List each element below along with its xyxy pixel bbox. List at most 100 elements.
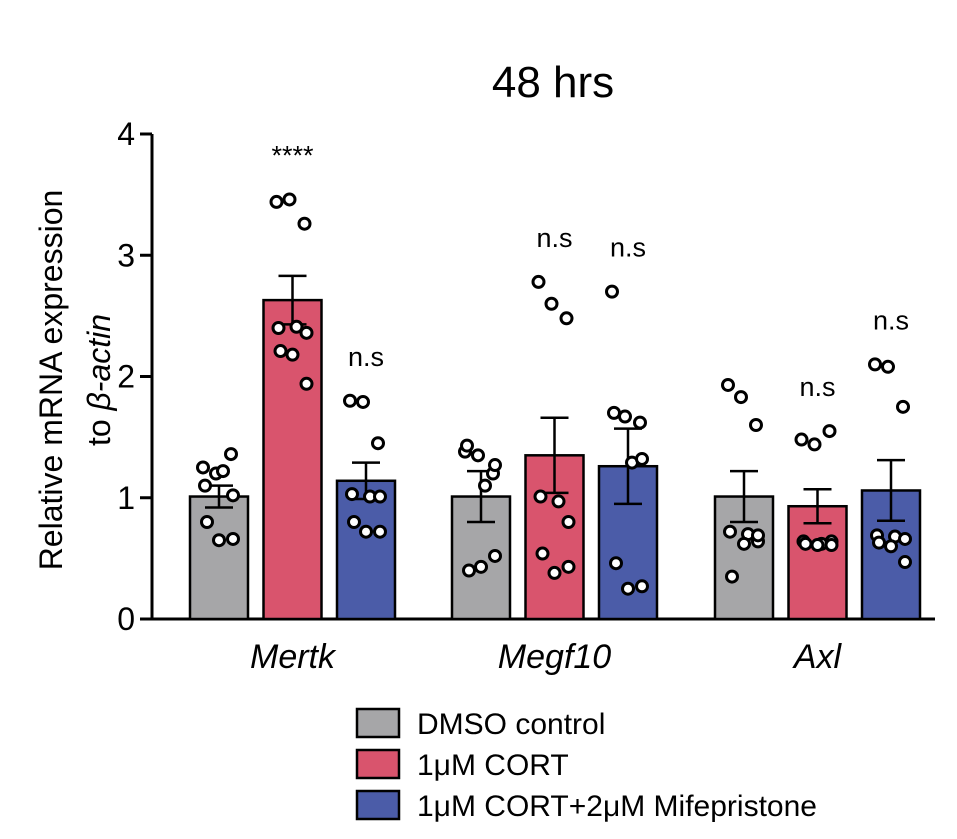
error-bar — [803, 488, 832, 525]
data-point — [371, 436, 385, 451]
data-point — [224, 447, 238, 462]
data-point — [226, 531, 240, 546]
data-point — [488, 458, 502, 473]
data-point — [896, 399, 910, 414]
data-point — [751, 528, 765, 543]
data-point — [226, 488, 240, 503]
data-point — [824, 538, 839, 553]
data-point — [544, 296, 559, 311]
data-points — [196, 192, 912, 596]
data-point — [271, 321, 286, 335]
bar — [188, 495, 250, 621]
data-point — [343, 393, 357, 408]
legend-swatch — [355, 707, 401, 739]
significance-label: n.s — [536, 223, 572, 253]
bar — [787, 504, 848, 621]
data-point — [725, 569, 739, 584]
data-point — [533, 489, 548, 504]
data-point — [561, 559, 576, 574]
data-point — [618, 409, 632, 424]
data-point — [868, 357, 882, 372]
data-point — [898, 531, 912, 546]
significance-label: n.s — [610, 233, 646, 263]
category-label: Mertk — [250, 638, 337, 676]
data-point — [721, 377, 735, 392]
category-labels: Mertk Megf10 Axl — [250, 638, 843, 676]
bar — [335, 479, 397, 621]
data-point — [810, 538, 825, 553]
significance-label: n.s — [799, 372, 835, 402]
data-point — [561, 515, 576, 529]
data-point — [535, 546, 550, 561]
category-label: Megf10 — [498, 638, 611, 676]
chart-title: 48 hrs — [492, 58, 614, 107]
data-point — [881, 359, 895, 374]
data-point — [282, 192, 297, 207]
significance-labels: **** n.s n.s n.s n.s n.s — [271, 140, 909, 402]
y-tick-label: 3 — [117, 237, 135, 273]
data-point — [621, 581, 635, 596]
data-point — [196, 460, 210, 475]
data-point — [359, 524, 373, 539]
category-label: Axl — [792, 638, 843, 676]
data-point — [273, 344, 288, 359]
legend-label: DMSO control — [417, 708, 605, 741]
data-point — [269, 194, 284, 209]
data-point — [822, 424, 837, 439]
data-point — [216, 464, 230, 479]
data-point — [478, 478, 492, 493]
data-point — [212, 533, 226, 548]
data-point — [798, 536, 813, 551]
legend: DMSO control 1μM CORT 1μM CORT+2μM Mifepri… — [355, 707, 817, 823]
y-tick-label: 4 — [117, 116, 135, 152]
y-axis-label-gene: β-actin — [81, 314, 117, 412]
data-point — [807, 437, 822, 452]
data-point — [531, 274, 546, 289]
error-bar — [730, 469, 758, 524]
data-point — [474, 559, 488, 574]
legend-swatch — [355, 789, 401, 821]
data-point — [547, 565, 562, 580]
data-point — [559, 311, 574, 326]
data-point — [373, 489, 387, 504]
data-point — [607, 405, 621, 420]
y-tick-label: 2 — [117, 359, 135, 395]
data-point — [200, 515, 214, 529]
legend-swatch — [355, 748, 401, 780]
significance-label: n.s — [348, 342, 384, 372]
data-point — [605, 284, 619, 299]
data-point — [635, 579, 649, 594]
data-point — [345, 487, 359, 502]
data-point — [488, 548, 502, 563]
data-point — [299, 376, 314, 391]
y-tick-label: 1 — [117, 480, 135, 516]
data-point — [723, 524, 737, 539]
significance-label: **** — [271, 140, 314, 170]
data-point — [285, 347, 300, 362]
data-point — [884, 539, 898, 554]
data-point — [297, 216, 312, 231]
data-point — [551, 494, 566, 509]
data-point — [471, 448, 485, 463]
y-axis-label-line1: Relative mRNA expression — [33, 190, 69, 571]
data-point — [460, 438, 474, 453]
legend-label: 1μM CORT — [417, 749, 569, 782]
data-point — [299, 325, 314, 340]
bar — [713, 495, 775, 621]
data-point — [734, 390, 748, 405]
data-point — [898, 555, 912, 570]
data-point — [794, 432, 809, 447]
y-axis-label-prefix: to — [81, 410, 117, 446]
data-point — [872, 535, 886, 550]
data-point — [373, 524, 387, 539]
significance-label: n.s — [873, 305, 909, 335]
data-point — [609, 556, 623, 571]
y-axis: 0 1 2 3 4 — [117, 116, 154, 637]
data-point — [633, 415, 647, 430]
data-point — [635, 451, 649, 466]
data-point — [462, 563, 476, 578]
data-point — [749, 418, 763, 432]
error-bar — [877, 458, 905, 523]
legend-label: 1μM CORT+2μM Mifepristone — [417, 790, 817, 823]
